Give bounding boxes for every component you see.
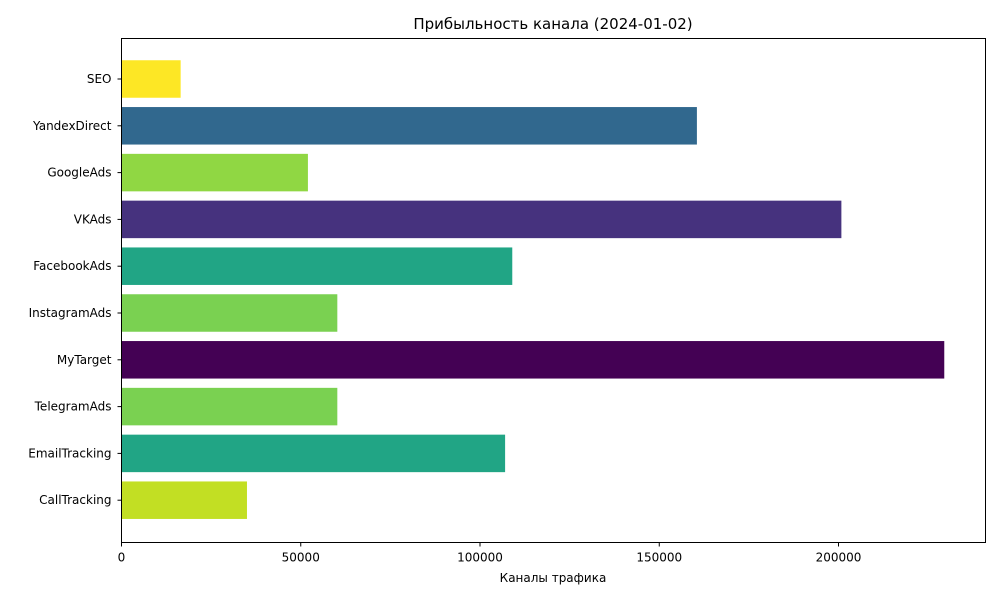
y-tick-label: FacebookAds xyxy=(33,259,111,273)
x-tick-label: 50000 xyxy=(282,551,320,565)
y-tick-label: SEO xyxy=(87,72,112,86)
y-tick-label: InstagramAds xyxy=(29,306,112,320)
plot-frame xyxy=(121,38,986,543)
bar-telegramads xyxy=(121,387,338,426)
bar-mytarget xyxy=(121,341,945,379)
x-tick-label: 0 xyxy=(118,551,126,565)
x-axis: 0 50000 100000 150000 200000 xyxy=(118,542,862,565)
x-axis-label: Каналы трафика xyxy=(500,571,607,585)
y-tick-label: VKAds xyxy=(74,212,112,226)
y-tick-label: CallTracking xyxy=(39,493,111,507)
bar-facebookads xyxy=(121,247,513,285)
bar-yandexdirect xyxy=(121,107,697,145)
bar-googleads xyxy=(121,153,308,192)
y-tick-label: YandexDirect xyxy=(32,119,112,133)
chart-title: Прибыльность канала (2024-01-02) xyxy=(413,15,692,33)
y-axis: SEO YandexDirect GoogleAds VKAds FacebookAds… xyxy=(28,72,122,507)
y-tick-label: EmailTracking xyxy=(28,446,111,460)
bar-seo xyxy=(121,60,181,98)
bars-group xyxy=(121,60,945,519)
bar-vkads xyxy=(121,200,842,239)
y-tick-label: TelegramAds xyxy=(34,400,112,414)
x-tick-label: 150000 xyxy=(636,551,682,565)
bar-emailtracking xyxy=(121,434,506,473)
y-tick-label: MyTarget xyxy=(57,353,112,367)
x-tick-label: 200000 xyxy=(816,551,862,565)
y-tick-label: GoogleAds xyxy=(47,166,111,180)
x-tick-label: 100000 xyxy=(457,551,503,565)
bar-instagramads xyxy=(121,294,338,332)
bar-calltracking xyxy=(121,481,247,519)
